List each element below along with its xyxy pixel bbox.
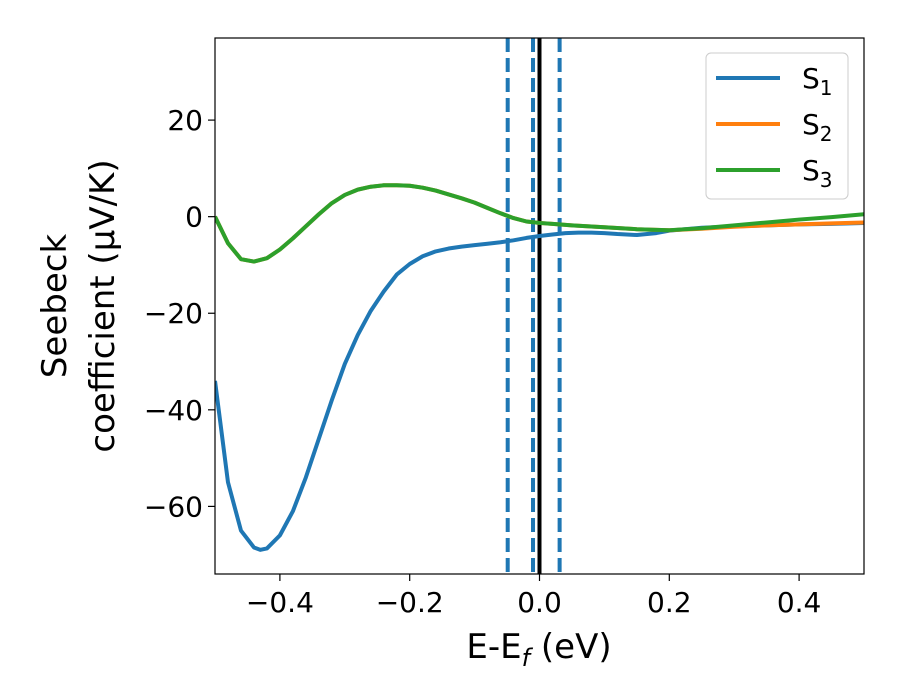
y-tick-label: −40 — [144, 394, 203, 427]
legend-label-s1: S1 — [802, 62, 833, 100]
y-axis-label: Seebeck coefficient (μV/K) — [35, 159, 123, 452]
y-tick-label: 0 — [185, 201, 203, 234]
x-tick-label: 0.0 — [517, 586, 562, 619]
y-axis-label-line2: coefficient (μV/K) — [83, 159, 123, 452]
y-tick-label: 20 — [167, 104, 203, 137]
series-line-s1 — [215, 220, 864, 552]
legend-label-s2: S2 — [802, 108, 833, 146]
series-group — [215, 183, 864, 552]
reference-lines — [505, 38, 562, 574]
y-axis-ticks: 20 0 −20 −40 −60 — [144, 104, 215, 523]
y-axis-label-line1: Seebeck — [35, 234, 75, 379]
legend: S1 S2 S3 — [705, 52, 849, 200]
legend-label-s3: S3 — [802, 154, 833, 192]
x-tick-label: −0.4 — [246, 586, 314, 619]
x-tick-label: −0.2 — [376, 586, 444, 619]
y-tick-label: −60 — [144, 490, 203, 523]
x-axis-ticks: −0.4 −0.2 0.0 0.2 0.4 — [246, 574, 821, 619]
series-line-s3 — [215, 183, 864, 264]
y-tick-label: −20 — [144, 297, 203, 330]
x-axis-label: E-Ef (eV) — [466, 627, 611, 672]
x-tick-label: 0.2 — [647, 586, 692, 619]
x-tick-label: 0.4 — [777, 586, 822, 619]
